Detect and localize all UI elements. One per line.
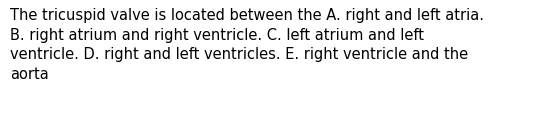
Text: The tricuspid valve is located between the A. right and left atria.
B. right atr: The tricuspid valve is located between t… — [10, 8, 484, 82]
